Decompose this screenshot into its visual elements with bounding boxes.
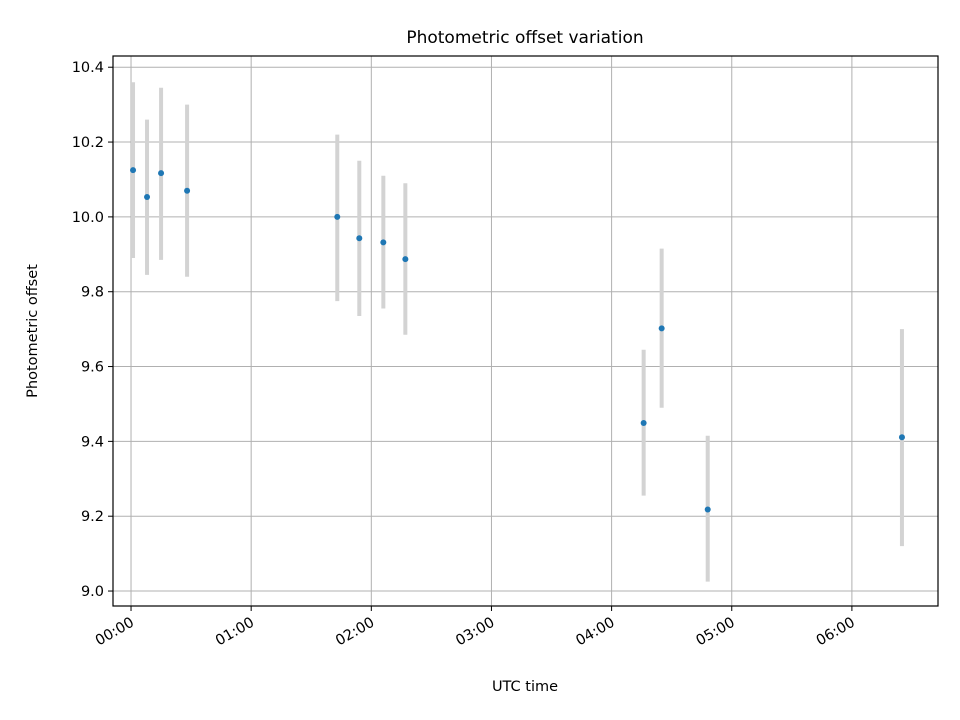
y-tick-label: 10.0 bbox=[72, 210, 104, 226]
data-point bbox=[356, 235, 363, 242]
data-point bbox=[144, 194, 151, 201]
y-tick-label: 9.8 bbox=[81, 285, 104, 301]
data-point bbox=[640, 420, 647, 427]
x-tick-label: 04:00 bbox=[573, 615, 617, 650]
y-tick-label: 10.2 bbox=[72, 135, 104, 151]
x-axis-label: UTC time bbox=[492, 679, 558, 695]
data-point bbox=[184, 187, 191, 194]
x-tick-label: 01:00 bbox=[213, 615, 257, 650]
grid bbox=[113, 56, 938, 606]
y-tick-label: 9.4 bbox=[81, 434, 104, 450]
data-point bbox=[704, 506, 711, 513]
data-point bbox=[158, 170, 165, 177]
x-tick-label: 03:00 bbox=[453, 615, 497, 650]
y-tick-label: 9.2 bbox=[81, 509, 104, 525]
x-tick-label: 00:00 bbox=[93, 615, 137, 650]
data-points bbox=[130, 167, 905, 513]
error-bars bbox=[131, 82, 904, 582]
data-point bbox=[658, 325, 665, 332]
chart-title: Photometric offset variation bbox=[406, 28, 643, 48]
x-tick-label: 05:00 bbox=[694, 615, 738, 650]
y-tick-label: 9.0 bbox=[81, 584, 104, 600]
plot-frame bbox=[112, 55, 939, 607]
data-point bbox=[898, 434, 905, 441]
data-point bbox=[130, 167, 137, 174]
data-point bbox=[334, 213, 341, 220]
x-tick-label: 02:00 bbox=[333, 615, 377, 650]
x-tick-label: 06:00 bbox=[814, 615, 858, 650]
y-axis: 9.0 9.2 9.4 9.6 9.8 10.0 10.2 10.4 bbox=[72, 60, 113, 600]
y-tick-label: 10.4 bbox=[72, 60, 104, 76]
x-axis: 00:00 01:00 02:00 03:00 04:00 05:00 06:00 bbox=[93, 606, 858, 649]
data-point bbox=[380, 239, 387, 246]
y-tick-label: 9.6 bbox=[81, 360, 104, 376]
y-axis-label: Photometric offset bbox=[25, 264, 41, 398]
data-point bbox=[402, 256, 409, 263]
